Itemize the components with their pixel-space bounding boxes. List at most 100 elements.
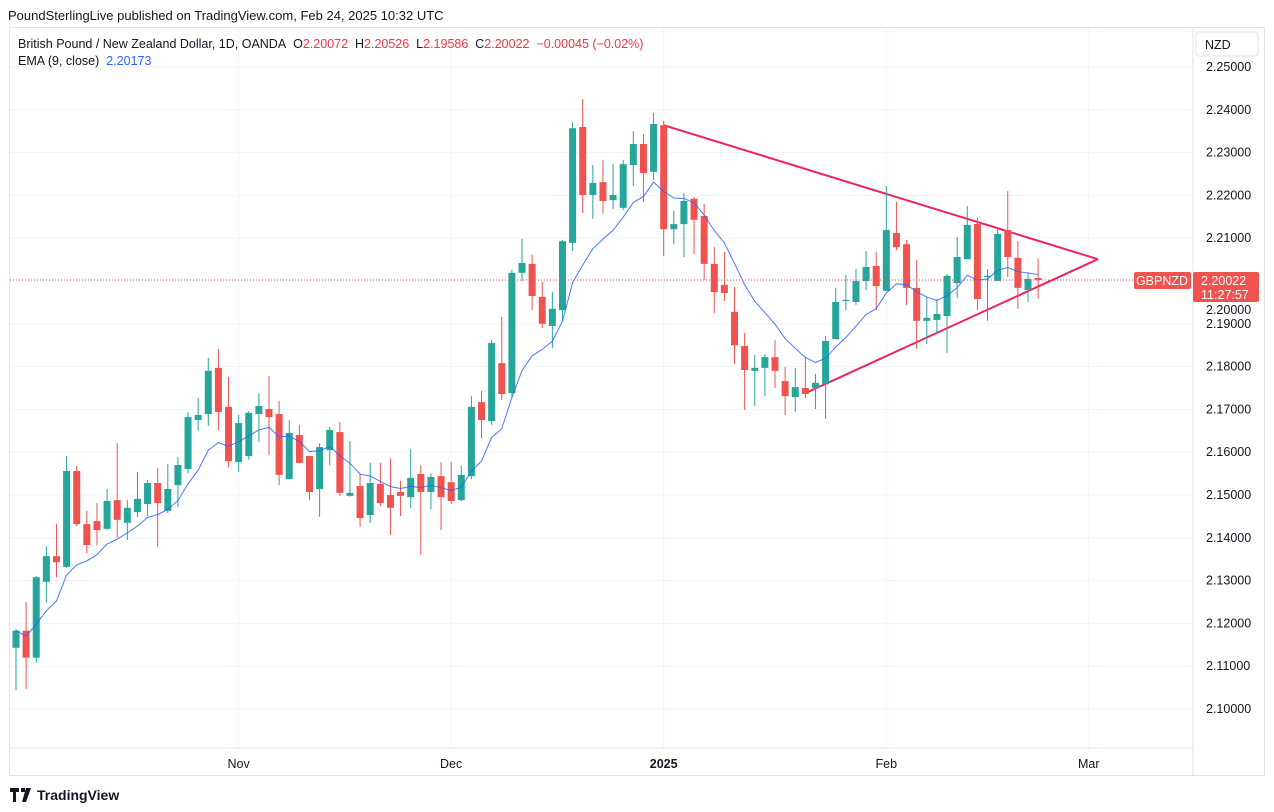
candle-down — [660, 125, 668, 230]
grid — [10, 28, 1192, 748]
low-label: L — [416, 37, 424, 51]
candle-up — [316, 447, 324, 490]
y-tick-label: 2.16000 — [1206, 445, 1251, 459]
chart-frame — [9, 27, 1265, 776]
candle-up — [629, 144, 637, 166]
trendlines — [663, 124, 1099, 395]
tradingview-logo-icon — [10, 788, 31, 802]
x-tick-label: Dec — [440, 757, 462, 771]
candle-down — [356, 486, 364, 519]
candle-up — [488, 343, 496, 421]
candle-up — [619, 164, 627, 208]
y-tick-label: 2.22000 — [1206, 188, 1251, 202]
candle-up — [882, 230, 890, 291]
candle-down — [599, 182, 607, 201]
candle-up — [407, 477, 415, 498]
candle-down — [903, 244, 911, 288]
ema-row: EMA (9, close) 2.20173 — [18, 53, 643, 70]
close-value: 2.20022 — [484, 37, 530, 51]
candle-up — [650, 123, 658, 172]
candle-up — [194, 414, 202, 421]
candle-up — [670, 224, 678, 230]
candle-down — [771, 357, 779, 371]
candle-down — [741, 346, 749, 371]
y-tick-label: 2.13000 — [1206, 574, 1251, 588]
candle-down — [1004, 230, 1012, 258]
candle-up — [751, 367, 759, 371]
open-label: O — [293, 37, 303, 51]
candle-down — [690, 198, 698, 220]
candle-up — [811, 382, 819, 388]
high-label: H — [355, 37, 365, 51]
candle-up — [984, 275, 992, 278]
candle-up — [518, 263, 526, 273]
candle-up — [204, 370, 212, 415]
y-tick-label: 2.10000 — [1206, 702, 1251, 716]
candle-up — [103, 500, 111, 529]
candle-down — [731, 311, 739, 346]
trendline — [663, 124, 1099, 261]
candle-up — [285, 432, 293, 480]
candle-down — [154, 483, 162, 504]
open-value: 2.20072 — [302, 37, 349, 51]
last-price-label: 2.20022 — [1201, 274, 1246, 288]
candle-down — [720, 284, 728, 293]
candle-up — [123, 507, 131, 523]
candle-up — [366, 483, 374, 516]
change-value: −0.00045 (−0.02%) — [536, 37, 644, 51]
candle-up — [680, 200, 688, 225]
y-tick-label: 2.14000 — [1206, 531, 1251, 545]
candle-up — [63, 471, 71, 567]
candle-up — [133, 498, 141, 513]
y-tick-label: 2.24000 — [1206, 103, 1251, 117]
candle-up — [174, 465, 182, 486]
y-tick-label: 2.17000 — [1206, 402, 1251, 416]
candle-down — [295, 435, 303, 463]
symbol-tag: GBPNZD — [1136, 274, 1188, 288]
candle-up — [164, 489, 172, 511]
candle-down — [700, 215, 708, 264]
candle-up — [589, 182, 597, 195]
y-tick-label: 2.21000 — [1206, 231, 1251, 245]
candle-down — [93, 521, 101, 531]
candle-down — [447, 482, 455, 501]
candle-up — [1024, 278, 1032, 290]
candle-down — [113, 500, 121, 520]
candle-up — [346, 492, 354, 496]
candle-up — [933, 313, 941, 320]
last-price-box — [1193, 272, 1259, 303]
y-tick-label: 2.19000 — [1206, 317, 1251, 331]
close-label: C — [475, 37, 485, 51]
candle-up — [822, 340, 830, 385]
candle-up — [761, 357, 769, 368]
candle-down — [1014, 257, 1022, 288]
candle-up — [832, 301, 840, 340]
symbol-row: British Pound / New Zealand Dollar, 1D, … — [18, 36, 643, 53]
candle-down — [892, 233, 900, 248]
candles — [12, 99, 1042, 691]
candle-up — [326, 429, 334, 451]
candle-down — [538, 296, 546, 324]
candle-down — [73, 471, 81, 525]
candle-down — [386, 495, 394, 508]
y-tick-label: 2.12000 — [1206, 616, 1251, 630]
candle-up — [862, 266, 870, 281]
candle-up — [508, 272, 516, 394]
low-value: 2.19586 — [423, 37, 469, 51]
candle-down — [83, 524, 91, 546]
x-tick-label: 2025 — [650, 757, 678, 771]
countdown-label: 11:27:57 — [1201, 288, 1249, 302]
candle-up — [427, 477, 435, 493]
tradingview-logo[interactable]: TradingView — [10, 787, 119, 803]
candle-down — [305, 456, 313, 493]
candle-up — [569, 128, 577, 243]
candle-up — [245, 412, 253, 457]
x-tick-label: Feb — [876, 757, 898, 771]
candle-down — [973, 224, 981, 299]
chart-legend: British Pound / New Zealand Dollar, 1D, … — [18, 36, 643, 70]
candle-down — [22, 630, 30, 658]
candle-down — [225, 406, 233, 462]
ema-line — [15, 181, 1039, 637]
high-value: 2.20526 — [364, 37, 410, 51]
